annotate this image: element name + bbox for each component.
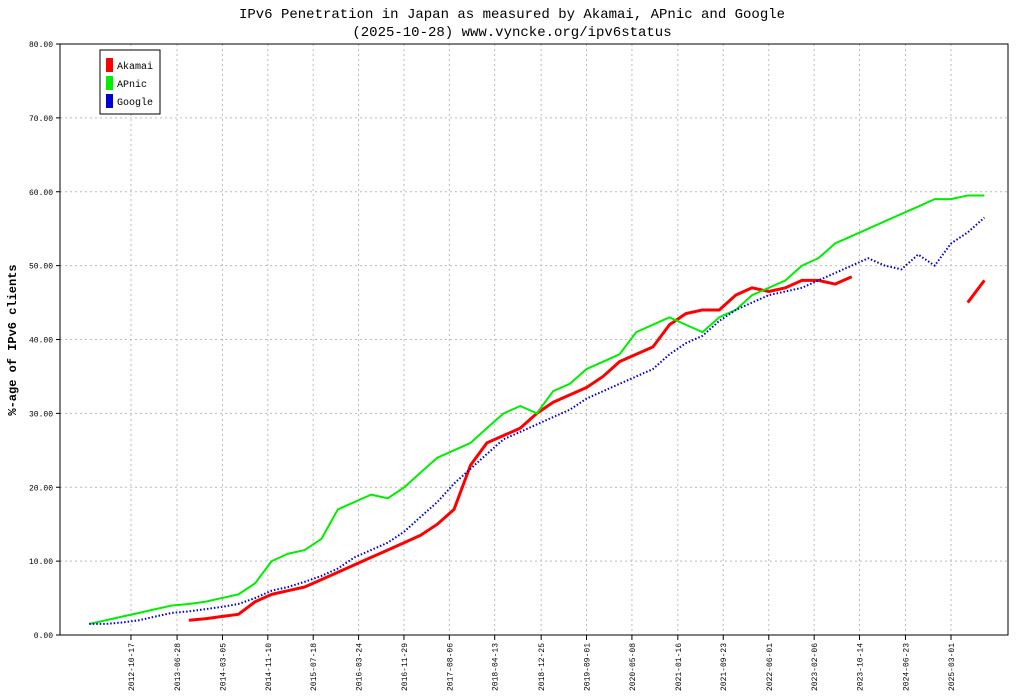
chart-subtitle: (2025-10-28) www.vyncke.org/ipv6status [352,25,671,41]
x-tick-label: 2014-11-10 [265,643,274,691]
series-line [89,216,986,625]
x-tick-label: 2015-07-18 [310,643,319,691]
x-tick-label: 2020-05-08 [629,643,638,691]
legend-label: Akamai [117,61,153,73]
x-tick-label: 2023-10-14 [857,643,866,691]
x-tick-label: 2016-11-29 [401,643,410,691]
y-tick-label: 50.00 [29,263,53,272]
y-tick-label: 80.00 [29,41,53,50]
series-line [89,194,985,625]
x-tick-label: 2025-03-01 [948,643,957,691]
x-tick-label: 2018-12-25 [538,643,547,691]
chart-title: IPv6 Penetration in Japan as measured by… [239,7,785,23]
y-tick-label: 0.00 [34,632,53,641]
y-tick-label: 40.00 [29,337,53,346]
x-tick-label: 2016-03-24 [356,643,365,691]
plot-frame [59,43,1009,636]
x-tick-label: 2024-06-23 [902,643,911,691]
y-tick-label: 10.00 [29,558,53,567]
x-tick-label: 2013-06-28 [174,643,183,691]
x-tick-label: 2019-09-01 [584,643,593,691]
legend-label: Google [117,97,153,109]
x-tick-label: 2018-04-13 [492,643,501,691]
legend-swatch [106,76,113,90]
y-tick-label: 20.00 [29,484,53,493]
x-tick-label: 2023-02-06 [811,643,820,691]
x-tick-label: 2014-03-05 [219,643,228,691]
series-line [188,275,853,622]
x-tick-label: 2022-06-01 [766,643,775,691]
x-tick-label: 2012-10-17 [128,643,137,691]
x-tick-label: 2021-01-16 [675,643,684,691]
legend-swatch [106,94,113,108]
y-tick-label: 60.00 [29,189,53,198]
y-tick-label: 30.00 [29,410,53,419]
x-tick-label: 2017-08-06 [446,643,455,691]
y-axis-label: %-age of IPv6 clients [6,264,20,415]
series-line [966,279,986,304]
legend-swatch [106,58,113,72]
legend-label: APnic [117,79,147,91]
x-tick-label: 2021-09-23 [720,643,729,691]
y-tick-label: 70.00 [29,115,53,124]
